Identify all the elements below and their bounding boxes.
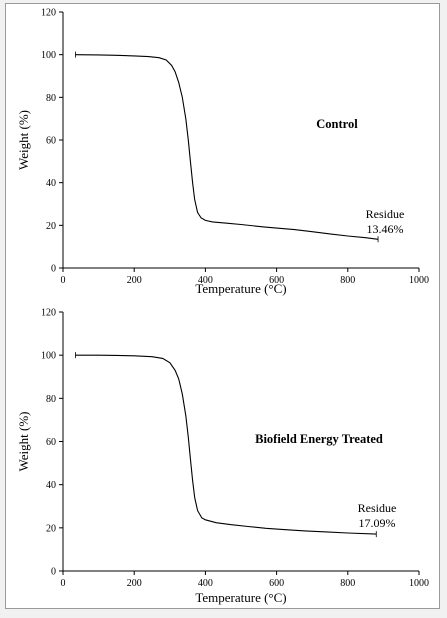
x-tick-label: 0 <box>61 578 66 589</box>
x-tick-label: 1000 <box>409 578 429 589</box>
y-tick-label: 0 <box>51 264 56 275</box>
y-tick-label: 80 <box>46 394 56 405</box>
x-tick-label: 400 <box>198 275 213 286</box>
y-tick-label: 100 <box>41 351 56 362</box>
x-axis-title: Temperature (°C) <box>195 281 286 296</box>
series-line <box>75 54 379 240</box>
chart-panel-1: 0 20 40 60 80 100 120 0 200 400 600 800 1000 Temperat… <box>16 8 429 297</box>
y-axis-title: Weight (%) <box>16 412 31 472</box>
series-label: Biofield Energy Treated <box>255 432 383 446</box>
y-tick-label: 40 <box>46 480 56 491</box>
y-tick-label: 40 <box>46 178 56 189</box>
x-tick-label: 400 <box>198 578 213 589</box>
y-tick-label: 120 <box>41 8 56 19</box>
x-tick-label: 200 <box>127 275 142 286</box>
residue-label: Residue <box>358 501 397 515</box>
y-tick-label: 0 <box>51 567 56 578</box>
x-tick-label: 800 <box>340 275 355 286</box>
figure-frame: 0 20 40 60 80 100 120 0 200 400 600 800 1000 Temperat… <box>5 3 440 609</box>
x-tick-label: 200 <box>127 578 142 589</box>
y-tick-label: 120 <box>41 308 56 319</box>
y-tick-label: 80 <box>46 93 56 104</box>
x-tick-label: 600 <box>269 578 284 589</box>
x-tick-label: 600 <box>269 275 284 286</box>
y-tick-label: 60 <box>46 136 56 147</box>
residue-label: Residue <box>366 207 405 221</box>
x-tick-label: 1000 <box>409 275 429 286</box>
series-label: Control <box>316 117 358 131</box>
x-tick-label: 0 <box>61 275 66 286</box>
y-tick-label: 60 <box>46 437 56 448</box>
y-tick-label: 100 <box>41 50 56 61</box>
residue-value: 17.09% <box>359 516 396 530</box>
chart-panel-2: 0 20 40 60 80 100 120 0 200 400 600 800 1000 Temperat… <box>16 308 429 606</box>
y-tick-label: 20 <box>46 221 56 232</box>
series-line <box>75 354 377 535</box>
y-axis-title: Weight (%) <box>16 110 31 170</box>
x-tick-label: 800 <box>340 578 355 589</box>
residue-value: 13.46% <box>367 222 404 236</box>
y-tick-label: 20 <box>46 523 56 534</box>
x-axis-title: Temperature (°C) <box>195 590 286 605</box>
